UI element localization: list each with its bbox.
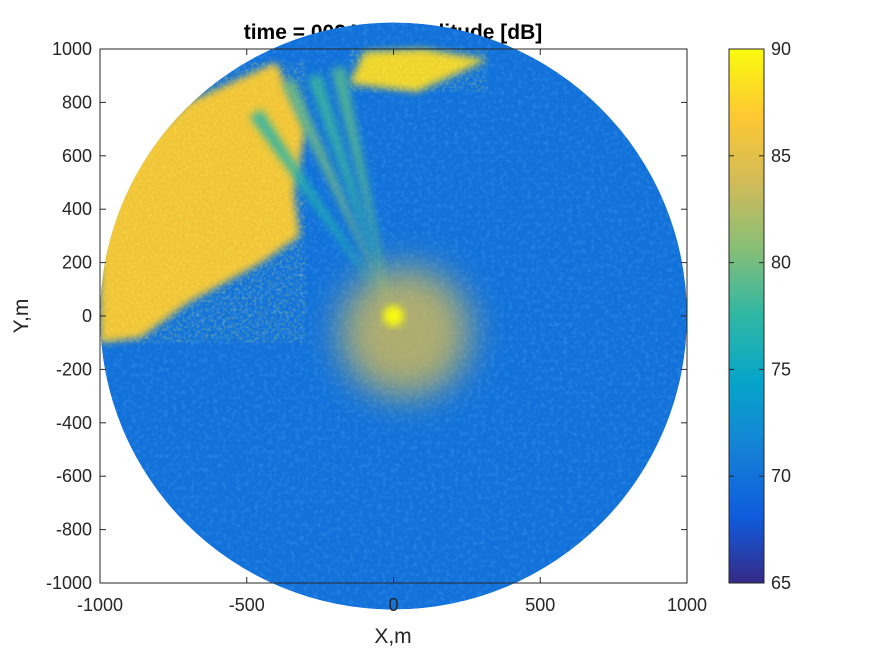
y-tick-label: 600 — [62, 146, 92, 166]
colorbar-tick-label: 80 — [771, 253, 791, 273]
y-tick-label: 200 — [62, 253, 92, 273]
y-tick-label: 400 — [62, 199, 92, 219]
y-tick-label: -400 — [56, 413, 92, 433]
radar-origin — [383, 305, 404, 327]
sidelobe-streak-3 — [330, 66, 394, 316]
near-field-returns — [340, 267, 470, 397]
y-axis-title: Y,m — [10, 299, 33, 334]
colorbar-tick-label: 70 — [771, 466, 791, 486]
x-axis-title: X,m — [374, 625, 411, 648]
colorbar-tick-label: 75 — [771, 359, 791, 379]
x-tick-label: -500 — [229, 595, 265, 615]
y-tick-label: -600 — [56, 466, 92, 486]
colorbar-tick-label: 65 — [771, 573, 791, 593]
x-tick-label: 500 — [525, 595, 555, 615]
y-tick-label: 800 — [62, 92, 92, 112]
y-tick-label: -800 — [56, 520, 92, 540]
y-tick-label: 1000 — [52, 39, 92, 59]
axes: -1000 -500 0 500 1000 1000 800 600 400 200 0 -200 -4… — [46, 39, 707, 615]
x-tick-label: 1000 — [667, 595, 707, 615]
plot-area — [100, 22, 687, 610]
clutter-north — [349, 49, 488, 92]
radar-disc — [100, 22, 687, 610]
sidelobe-streak-4 — [249, 109, 394, 316]
x-tick-label: -1000 — [77, 595, 123, 615]
x-tick-label: 0 — [388, 595, 398, 615]
clutter-northwest — [100, 62, 306, 343]
colorbar: 90 85 80 75 70 65 — [728, 39, 791, 593]
colorbar-tick-label: 90 — [771, 39, 791, 59]
colorbar-frame — [728, 48, 765, 584]
sidelobe-streak-2 — [307, 73, 394, 316]
colorbar-gradient — [729, 49, 764, 583]
y-tick-label: -1000 — [46, 573, 92, 593]
sidelobe-streak-1 — [281, 78, 394, 317]
colorbar-tick-label: 85 — [771, 146, 791, 166]
y-tick-label: 0 — [82, 306, 92, 326]
y-tick-label: -200 — [56, 359, 92, 379]
